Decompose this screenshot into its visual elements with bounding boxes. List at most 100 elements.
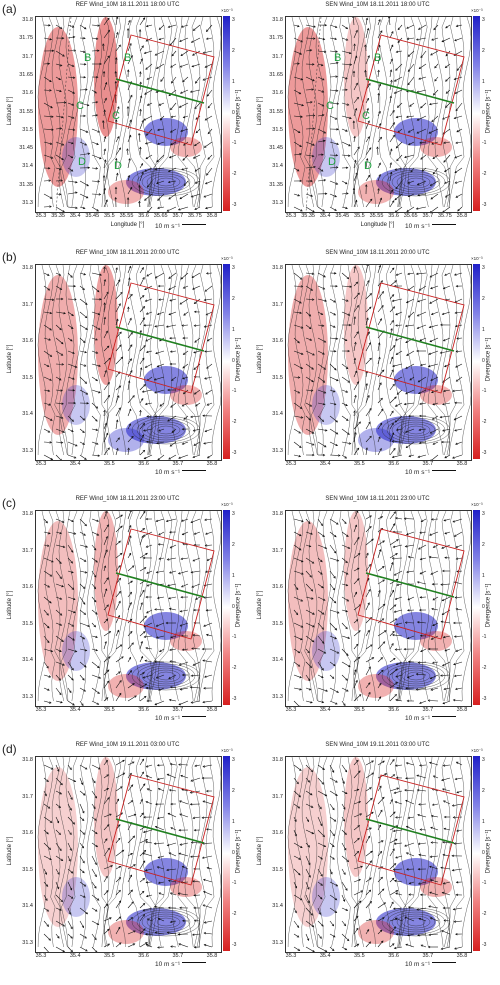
- wind-vector: [434, 25, 438, 30]
- wind-vector: [80, 181, 88, 186]
- wind-scale-arrow-line: [182, 470, 206, 471]
- wind-vector: [397, 103, 402, 107]
- terrain-contour: [194, 265, 207, 455]
- y-tick-label: 31.5: [17, 375, 33, 381]
- wind-scale-arrow: 10 m s⁻¹: [405, 714, 456, 722]
- divergence-map: [286, 757, 471, 952]
- y-axis-label-text: Latitude [°]: [7, 806, 13, 896]
- wind-vector: [92, 675, 101, 678]
- terrain-contour: [185, 757, 200, 947]
- wind-vector: [92, 194, 101, 195]
- wind-vector: [366, 265, 368, 273]
- colorbar-label-text: Divergence [s⁻¹]: [485, 807, 492, 897]
- x-tick-label: 35.3: [31, 953, 51, 959]
- wind-vector: [406, 826, 414, 830]
- wind-vector: [92, 895, 99, 900]
- y-tick-label: 31.4: [17, 903, 33, 909]
- colorbar-exponent: ×10⁻³: [221, 256, 233, 262]
- y-tick-label: 31.4: [267, 657, 283, 663]
- wind-vector: [408, 286, 414, 290]
- wind-scale-label: 10 m s⁻¹: [155, 961, 180, 968]
- wind-vector: [342, 649, 348, 656]
- y-tick-label: 31.3: [267, 200, 283, 206]
- wind-vector: [80, 377, 87, 383]
- wind-vector: [417, 325, 426, 328]
- y-tick-label: 31.7: [267, 302, 283, 308]
- wind-scale-arrow: 10 m s⁻¹: [155, 468, 206, 476]
- wind-vector: [318, 688, 327, 691]
- y-tick-label: 31.75: [17, 35, 33, 41]
- terrain-contour: [330, 757, 338, 947]
- wind-vector: [342, 675, 347, 680]
- wind-scale-label: 10 m s⁻¹: [405, 223, 430, 230]
- region-label: B: [334, 52, 341, 64]
- wind-vector: [366, 175, 370, 181]
- x-tick-label: 35.3: [281, 953, 301, 959]
- y-tick-label: 31.8: [17, 265, 33, 271]
- wind-vector: [204, 142, 212, 147]
- wind-scale-arrow: 10 m s⁻¹: [405, 468, 456, 476]
- wind-vector: [158, 455, 164, 460]
- wind-vector: [128, 875, 132, 882]
- wind-vector: [378, 319, 382, 325]
- terrain-contour: [449, 511, 464, 701]
- x-tick-label: 35.4: [65, 953, 85, 959]
- wind-vector: [430, 455, 438, 460]
- wind-vector: [306, 947, 314, 952]
- y-tick-label: 31.6: [267, 830, 283, 836]
- wind-vector: [68, 934, 72, 938]
- wind-vector: [140, 903, 145, 908]
- wind-vector: [92, 947, 97, 952]
- wind-vector: [80, 765, 87, 769]
- x-tick-label: 35.6: [384, 953, 404, 959]
- colorbar-exponent: ×10⁻³: [471, 256, 483, 262]
- y-tick-label: 31.7: [17, 302, 33, 308]
- wind-vector: [378, 566, 384, 571]
- divergence-patch: [108, 428, 144, 452]
- wind-vector: [80, 791, 85, 795]
- y-tick-label: 31.55: [17, 109, 33, 115]
- wind-vector: [192, 273, 200, 278]
- y-axis-label-text: Latitude [°]: [7, 560, 13, 650]
- wind-vector: [444, 155, 450, 162]
- wind-vector: [294, 442, 301, 448]
- wind-vector: [92, 155, 101, 159]
- wind-vector: [342, 519, 346, 524]
- wind-vector: [128, 902, 133, 908]
- wind-vector: [446, 77, 450, 81]
- x-tick-label: 35.4: [315, 461, 335, 467]
- wind-vector: [205, 286, 212, 291]
- terrain-contour: [199, 511, 214, 701]
- wind-vector: [183, 77, 188, 82]
- wind-vector: [393, 558, 403, 559]
- wind-vector: [157, 64, 165, 69]
- wind-scale-arrow-line: [432, 470, 456, 471]
- y-tick-label: 31.65: [267, 72, 283, 78]
- colorbar-exponent: ×10⁻³: [471, 748, 483, 754]
- wind-vector: [68, 442, 77, 446]
- wind-vector: [167, 207, 176, 211]
- wind-vector: [116, 878, 121, 883]
- wind-vector: [144, 116, 152, 120]
- y-tick-label: 31.65: [17, 72, 33, 78]
- colorbar-label: Divergence [s⁻¹]: [483, 264, 495, 459]
- terrain-contour: [444, 265, 457, 455]
- wind-vector: [80, 312, 87, 318]
- region-label: C: [362, 110, 370, 122]
- wind-vector: [104, 395, 110, 403]
- wind-vector: [342, 623, 347, 629]
- y-tick-label: 31.5: [267, 621, 283, 627]
- wind-vector: [354, 891, 363, 895]
- wind-vector: [140, 511, 145, 519]
- x-tick-label: 35.6: [134, 461, 154, 467]
- colorbar-label-text: Divergence [s⁻¹]: [235, 67, 242, 157]
- wind-vector: [92, 701, 99, 704]
- y-tick-label: 31.7: [267, 794, 283, 800]
- wind-vector: [116, 280, 120, 286]
- wind-vector: [80, 597, 85, 604]
- wind-vector: [179, 701, 188, 705]
